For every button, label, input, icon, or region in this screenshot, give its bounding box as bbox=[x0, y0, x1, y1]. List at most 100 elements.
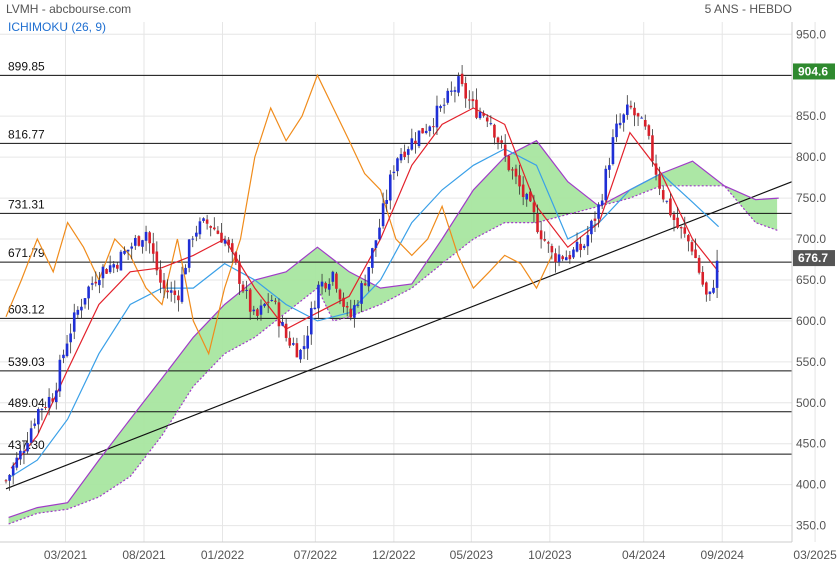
candle-up bbox=[65, 343, 69, 357]
candle-down bbox=[338, 289, 342, 300]
candle-up bbox=[313, 307, 317, 310]
candle-up bbox=[37, 409, 40, 425]
candle-down bbox=[284, 323, 288, 338]
candle-down bbox=[683, 227, 687, 234]
candle-down bbox=[705, 282, 708, 295]
candle-up bbox=[396, 158, 399, 172]
candle-up bbox=[259, 305, 263, 315]
candle-up bbox=[62, 354, 65, 359]
candle-up bbox=[58, 359, 62, 392]
candle-up bbox=[191, 238, 195, 240]
candle-up bbox=[306, 335, 309, 349]
candle-up bbox=[69, 333, 72, 343]
candle-up bbox=[374, 240, 378, 248]
kumo-cloud bbox=[8, 140, 778, 524]
candle-up bbox=[223, 239, 227, 244]
candle-down bbox=[363, 283, 367, 286]
candle-down bbox=[643, 119, 647, 127]
candle-up bbox=[353, 305, 356, 318]
last-price-tag-bg bbox=[793, 250, 835, 267]
candle-down bbox=[166, 290, 169, 293]
candle-up bbox=[80, 306, 83, 311]
candle-up bbox=[618, 122, 622, 126]
candle-down bbox=[690, 242, 694, 252]
candle-down bbox=[507, 155, 511, 171]
candle-up bbox=[453, 90, 457, 92]
candle-up bbox=[478, 111, 482, 119]
y-tick-label: 850.0 bbox=[796, 109, 826, 123]
y-tick-label: 800.0 bbox=[796, 150, 826, 164]
candle-up bbox=[410, 138, 414, 150]
candle-up bbox=[446, 90, 450, 103]
candle-down bbox=[460, 73, 464, 85]
candle-down bbox=[248, 289, 252, 312]
candle-up bbox=[392, 171, 396, 174]
candle-down bbox=[177, 295, 180, 301]
candle-down bbox=[105, 269, 108, 274]
candle-up bbox=[371, 248, 374, 268]
candle-up bbox=[169, 290, 173, 293]
candle-down bbox=[342, 297, 345, 307]
candle-up bbox=[101, 266, 105, 279]
candle-down bbox=[471, 99, 475, 102]
candle-down bbox=[162, 280, 166, 289]
candle-down bbox=[51, 398, 54, 402]
candle-up bbox=[187, 239, 191, 268]
candle-up bbox=[575, 241, 579, 252]
candle-up bbox=[356, 304, 360, 306]
x-tick-label: 03/2021 bbox=[44, 548, 88, 562]
candle-down bbox=[568, 255, 572, 260]
candle-up bbox=[385, 200, 388, 204]
candle-down bbox=[475, 99, 478, 118]
candle-down bbox=[256, 309, 259, 316]
candle-down bbox=[579, 243, 582, 251]
candle-up bbox=[112, 264, 116, 268]
period-label: 5 ANS - HEBDO bbox=[705, 2, 792, 16]
y-tick-label: 550.0 bbox=[796, 355, 826, 369]
candle-down bbox=[464, 83, 467, 99]
candle-up bbox=[180, 274, 184, 302]
candle-up bbox=[144, 231, 148, 241]
candle-down bbox=[500, 140, 503, 143]
kijun-line bbox=[10, 148, 720, 478]
candle-up bbox=[439, 106, 442, 109]
candle-up bbox=[87, 286, 90, 299]
candle-down bbox=[669, 198, 672, 216]
candle-up bbox=[360, 283, 363, 304]
tenkan-line bbox=[10, 107, 720, 469]
candle-up bbox=[126, 249, 130, 252]
candle-up bbox=[424, 130, 428, 134]
candle-down bbox=[403, 151, 406, 158]
candle-up bbox=[626, 104, 629, 115]
candle-up bbox=[299, 349, 302, 360]
candle-down bbox=[554, 253, 557, 263]
candle-up bbox=[582, 245, 586, 248]
candle-down bbox=[633, 107, 636, 116]
candle-down bbox=[44, 407, 47, 409]
candle-down bbox=[159, 269, 162, 283]
y-tick-label: 500.0 bbox=[796, 396, 826, 410]
candle-up bbox=[72, 312, 76, 332]
candle-up bbox=[270, 299, 274, 301]
candles bbox=[4, 65, 719, 491]
candle-down bbox=[482, 113, 485, 116]
candle-down bbox=[137, 236, 141, 246]
candle-up bbox=[604, 168, 608, 201]
candle-down bbox=[676, 217, 679, 228]
candle-down bbox=[503, 144, 507, 156]
candle-up bbox=[378, 227, 381, 240]
candle-up bbox=[489, 123, 493, 125]
candle-down bbox=[672, 214, 676, 221]
candle-up bbox=[11, 465, 15, 476]
candle-down bbox=[485, 117, 489, 122]
candle-up bbox=[317, 284, 320, 309]
candle-up bbox=[715, 260, 719, 288]
candle-up bbox=[388, 174, 392, 201]
candle-up bbox=[608, 165, 611, 170]
y-tick-label: 650.0 bbox=[796, 273, 826, 287]
x-tick-label: 05/2023 bbox=[450, 548, 494, 562]
candle-down bbox=[539, 230, 543, 240]
candle-up bbox=[327, 283, 331, 290]
candle-up bbox=[8, 474, 11, 481]
